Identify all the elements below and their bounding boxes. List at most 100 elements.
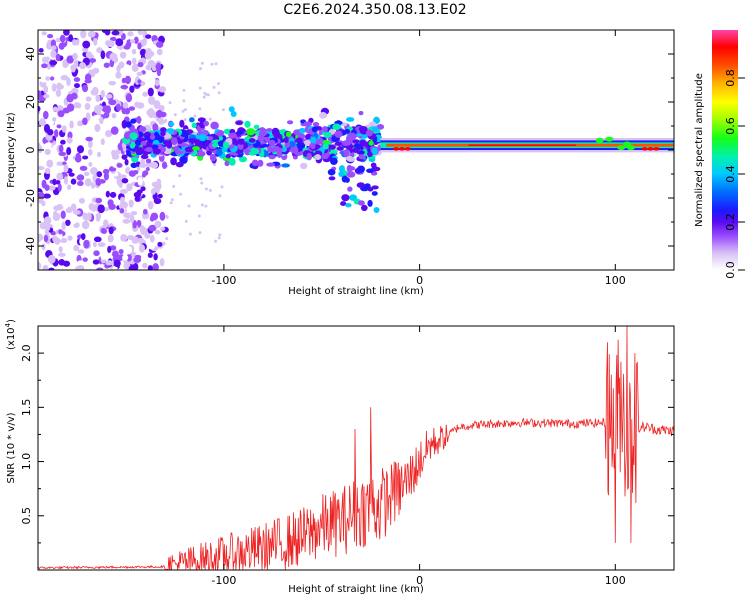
noise-blob xyxy=(159,156,165,162)
noise-blob xyxy=(111,30,120,36)
noise-blob xyxy=(136,71,143,76)
noise-blob xyxy=(197,214,201,218)
colorbar-tick-label: 0.8 xyxy=(724,69,737,87)
noise-blob xyxy=(69,120,74,129)
noise-blob xyxy=(200,61,204,65)
noise-blob xyxy=(82,212,87,220)
noise-blob xyxy=(105,130,113,138)
noise-blob xyxy=(43,216,52,226)
noise-blob xyxy=(44,184,50,191)
band-blob xyxy=(303,139,311,145)
band-blob xyxy=(293,129,301,136)
noise-blob xyxy=(60,74,69,81)
noise-blob xyxy=(38,145,43,154)
noise-blob xyxy=(152,123,159,132)
band-blob xyxy=(145,147,153,153)
noise-blob xyxy=(147,59,156,68)
noise-blob xyxy=(154,229,161,235)
band-blob xyxy=(366,168,374,174)
band-blob xyxy=(288,140,296,149)
band-blob xyxy=(371,185,379,190)
noise-blob xyxy=(145,166,150,172)
noise-blob xyxy=(56,172,64,181)
noise-blob xyxy=(151,181,159,188)
noise-blob xyxy=(123,212,128,218)
noise-blob xyxy=(42,264,49,270)
noise-blob xyxy=(183,108,187,112)
noise-blob xyxy=(90,182,96,189)
noise-blob xyxy=(125,228,131,236)
noise-blob xyxy=(142,91,148,97)
x-tick-label: 0 xyxy=(416,274,423,287)
band-blob xyxy=(334,141,343,146)
band-blob xyxy=(258,134,264,143)
band-blob xyxy=(358,150,365,156)
noise-blob xyxy=(157,241,163,247)
noise-blob xyxy=(133,256,142,263)
band-blob xyxy=(244,136,250,142)
noise-blob xyxy=(70,203,77,212)
band-blob xyxy=(152,147,161,155)
noise-blob xyxy=(80,233,86,241)
noise-blob xyxy=(96,267,104,270)
noise-blob xyxy=(54,129,59,138)
noise-blob xyxy=(119,51,127,59)
noise-blob xyxy=(68,34,74,42)
noise-blob xyxy=(124,158,129,166)
noise-blob xyxy=(122,254,129,261)
noise-blob xyxy=(133,36,139,44)
noise-blob xyxy=(38,166,45,171)
noise-blob xyxy=(142,208,148,215)
noise-blob xyxy=(123,64,131,69)
noise-blob xyxy=(108,99,117,106)
noise-blob xyxy=(155,172,162,180)
noise-blob xyxy=(73,77,81,83)
noise-blob xyxy=(55,53,61,62)
line-peak-dot xyxy=(398,147,405,151)
band-blob xyxy=(253,124,260,130)
noise-blob xyxy=(121,33,126,41)
noise-blob xyxy=(103,219,109,228)
band-blob xyxy=(140,154,149,160)
colorbar-tick-label: 0.4 xyxy=(724,165,737,183)
band-blob xyxy=(344,177,350,183)
noise-blob xyxy=(158,119,165,125)
band-blob xyxy=(159,146,166,153)
noise-blob xyxy=(47,254,56,264)
noise-blob xyxy=(41,243,46,251)
band-blob xyxy=(168,122,175,127)
noise-blob xyxy=(121,154,128,160)
line-peak xyxy=(468,144,577,146)
x-tick-label: 0 xyxy=(416,574,423,587)
noise-blob xyxy=(55,37,61,43)
noise-blob xyxy=(107,245,112,254)
band-blob xyxy=(152,139,160,145)
noise-blob xyxy=(59,34,66,43)
band-blob xyxy=(283,136,289,144)
noise-blob xyxy=(136,189,143,194)
band-blob xyxy=(327,168,336,176)
band-blob xyxy=(196,151,206,157)
noise-blob xyxy=(137,237,145,243)
noise-blob xyxy=(62,107,70,114)
band-blob xyxy=(237,130,245,135)
noise-blob xyxy=(138,244,145,253)
x-tick-label: 100 xyxy=(605,274,626,287)
noise-blob xyxy=(161,241,166,246)
noise-blob xyxy=(216,82,220,86)
band-blob xyxy=(329,144,336,150)
band-blob xyxy=(294,151,303,156)
noise-blob xyxy=(153,100,161,109)
noise-blob xyxy=(100,50,106,60)
band-blob xyxy=(203,120,210,127)
noise-blob xyxy=(51,83,57,92)
noise-blob xyxy=(182,99,186,103)
noise-blob xyxy=(218,233,222,237)
band-blob xyxy=(296,142,306,149)
noise-blob xyxy=(140,158,146,168)
noise-blob xyxy=(204,204,208,208)
noise-blob xyxy=(118,61,125,69)
noise-blob xyxy=(38,233,42,243)
noise-blob xyxy=(82,155,89,160)
band-blob xyxy=(347,186,353,192)
